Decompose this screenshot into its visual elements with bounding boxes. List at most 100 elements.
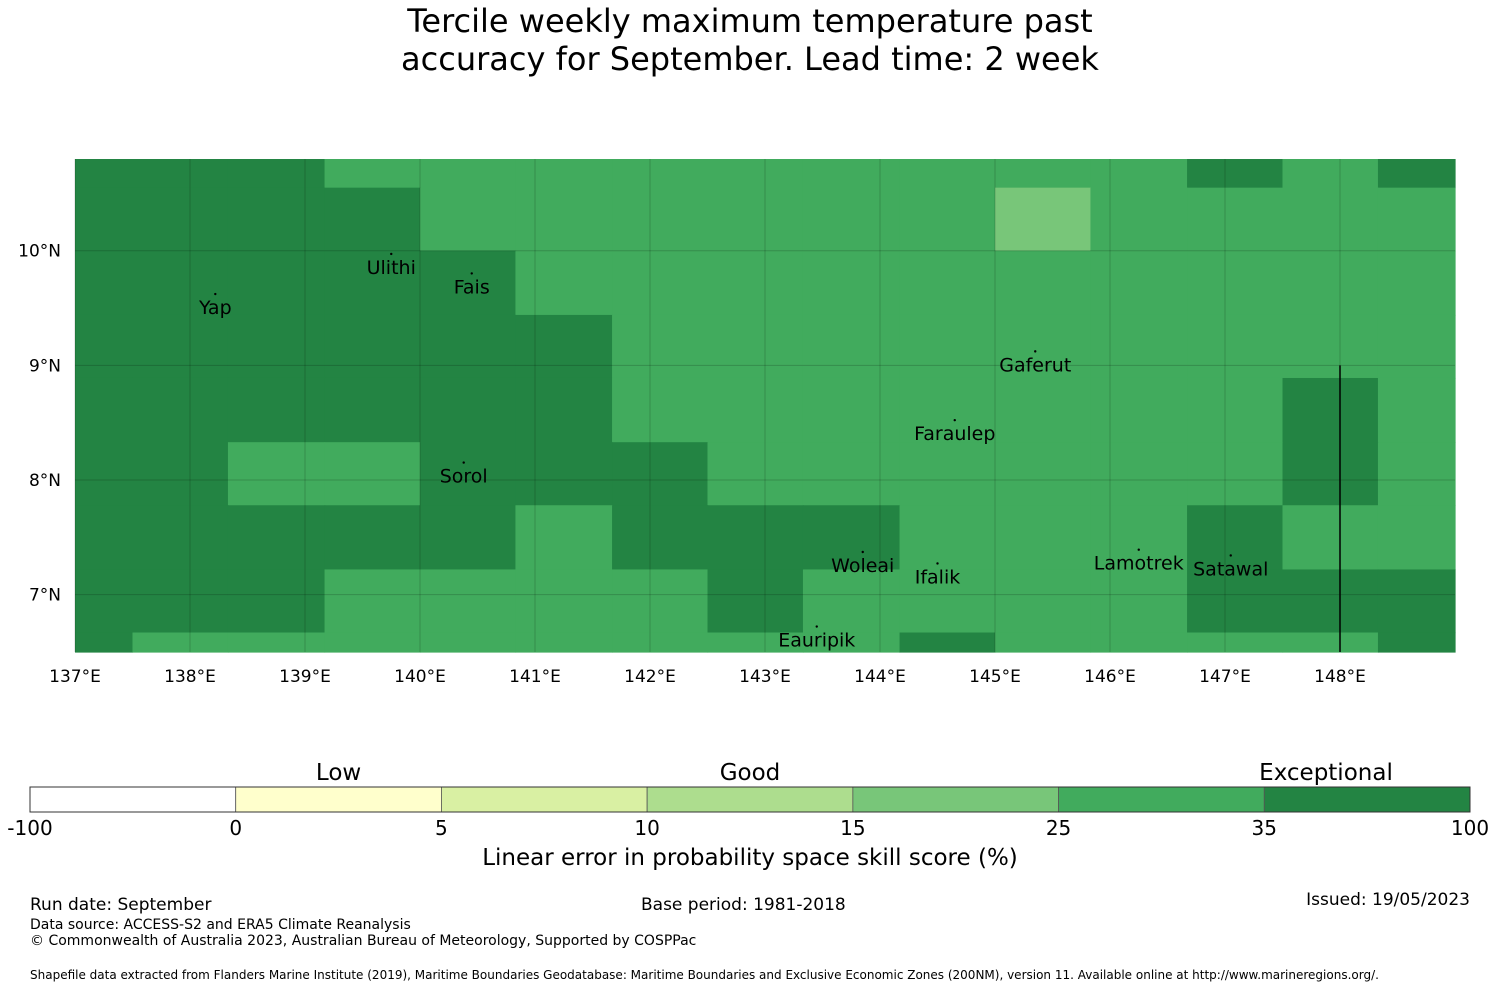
- lat-tick-label: 7°N: [29, 586, 61, 606]
- grid-cell: [75, 187, 134, 252]
- place-label: Satawal: [1193, 558, 1268, 580]
- grid-cell: [324, 632, 421, 653]
- grid-cell: [1090, 159, 1188, 189]
- grid-cell: [324, 377, 421, 443]
- grid-cell: [132, 569, 229, 634]
- grid-cell: [612, 314, 709, 379]
- grid-cell: [1282, 569, 1379, 634]
- lon-tick-label: 140°E: [394, 667, 446, 687]
- legend-category-label: Good: [719, 760, 781, 786]
- grid-cell: [1187, 250, 1284, 316]
- grid-cell: [612, 632, 709, 653]
- grid-cell: [1282, 442, 1379, 506]
- place-label: Lamotrek: [1094, 553, 1184, 575]
- grid-cell: [420, 442, 517, 506]
- legend-swatch: [235, 786, 442, 813]
- island-marker: [953, 418, 956, 422]
- grid-cell: [132, 187, 229, 252]
- grid-cell: [707, 442, 804, 506]
- grid-cell: [420, 632, 517, 653]
- grid-cell: [995, 250, 1092, 316]
- lon-tick-label: 145°E: [969, 667, 1021, 687]
- grid-cell: [899, 632, 996, 653]
- lon-tick-label: 147°E: [1199, 667, 1251, 687]
- grid-cell: [324, 505, 421, 571]
- lon-tick-label: 138°E: [164, 667, 216, 687]
- place-label: Gaferut: [999, 354, 1071, 376]
- grid-cell: [1282, 250, 1379, 316]
- grid-cell: [995, 377, 1092, 443]
- grid-cell: [707, 159, 804, 189]
- shapefile-credit: Shapefile data extracted from Flanders M…: [30, 968, 1379, 982]
- grid-cell: [612, 505, 709, 571]
- grid-cell: [420, 250, 517, 316]
- grid-cell: [802, 187, 901, 252]
- grid-cell: [227, 250, 326, 316]
- grid-cell: [995, 505, 1092, 571]
- legend-frame: [29, 786, 1471, 813]
- grid-cell: [132, 632, 229, 653]
- grid-cell: [995, 187, 1092, 252]
- grid-cell: [1090, 187, 1188, 252]
- place-label: Woleai: [831, 555, 894, 577]
- legend-tick-label: 100: [1450, 816, 1490, 840]
- grid-cell: [802, 314, 901, 379]
- grid-cell: [899, 569, 996, 634]
- lon-tick-label: 142°E: [624, 667, 676, 687]
- grid-cell: [515, 187, 613, 252]
- grid-cell: [227, 159, 326, 189]
- grid-cell: [420, 505, 517, 571]
- grid-cell: [707, 632, 804, 653]
- legend-swatch: [646, 786, 854, 813]
- grid-cell: [899, 442, 996, 506]
- island-marker: [861, 550, 864, 554]
- grid-cell: [132, 159, 229, 189]
- grid-cell: [1282, 159, 1379, 189]
- place-label: Yap: [198, 297, 232, 319]
- grid-cell: [1187, 314, 1284, 379]
- grid-cell: [1377, 569, 1456, 634]
- grid-cell: [1090, 314, 1188, 379]
- lon-tick-label: 144°E: [854, 667, 906, 687]
- legend-swatch: [441, 786, 648, 813]
- grid-cell: [802, 569, 901, 634]
- legend-tick-label: -100: [7, 816, 53, 840]
- grid-cell: [802, 505, 901, 571]
- grid-cell: [995, 569, 1092, 634]
- grid-cell: [612, 377, 709, 443]
- grid-cell: [899, 250, 996, 316]
- grid-cell: [324, 250, 421, 316]
- grid-cell: [132, 442, 229, 506]
- grid-cell: [420, 314, 517, 379]
- place-label: Eauripik: [778, 630, 855, 652]
- grid-cell: [75, 159, 134, 189]
- issued-date: Issued: 19/05/2023: [1306, 890, 1470, 910]
- legend-category-label: Exceptional: [1259, 760, 1393, 786]
- lat-tick-label: 10°N: [18, 242, 61, 262]
- grid-cell: [612, 187, 709, 252]
- grid-cell: [75, 314, 134, 379]
- grid-cell: [899, 377, 996, 443]
- grid-cell: [1377, 187, 1456, 252]
- island-marker: [1229, 554, 1232, 557]
- grid-cell: [227, 505, 326, 571]
- grid-cell: [707, 187, 804, 252]
- lon-tick-label: 141°E: [509, 667, 561, 687]
- grid-cell: [1282, 632, 1379, 653]
- grid-cell: [515, 159, 613, 189]
- grid-cell: [1187, 569, 1284, 634]
- grid-cell: [995, 159, 1092, 189]
- grid-cell: [1282, 314, 1379, 379]
- base-period: Base period: 1981-2018: [641, 895, 846, 915]
- grid-cell: [1187, 187, 1284, 252]
- grid-cell: [1090, 377, 1188, 443]
- grid-cell: [612, 442, 709, 506]
- grid-cell: [1090, 505, 1188, 571]
- grid-cell: [227, 632, 326, 653]
- grid-cell: [1282, 187, 1379, 252]
- grid-cell: [1282, 377, 1379, 443]
- grid-cell: [227, 187, 326, 252]
- place-label: Sorol: [440, 466, 488, 488]
- grid-cell: [1377, 377, 1456, 443]
- grid-cell: [1187, 377, 1284, 443]
